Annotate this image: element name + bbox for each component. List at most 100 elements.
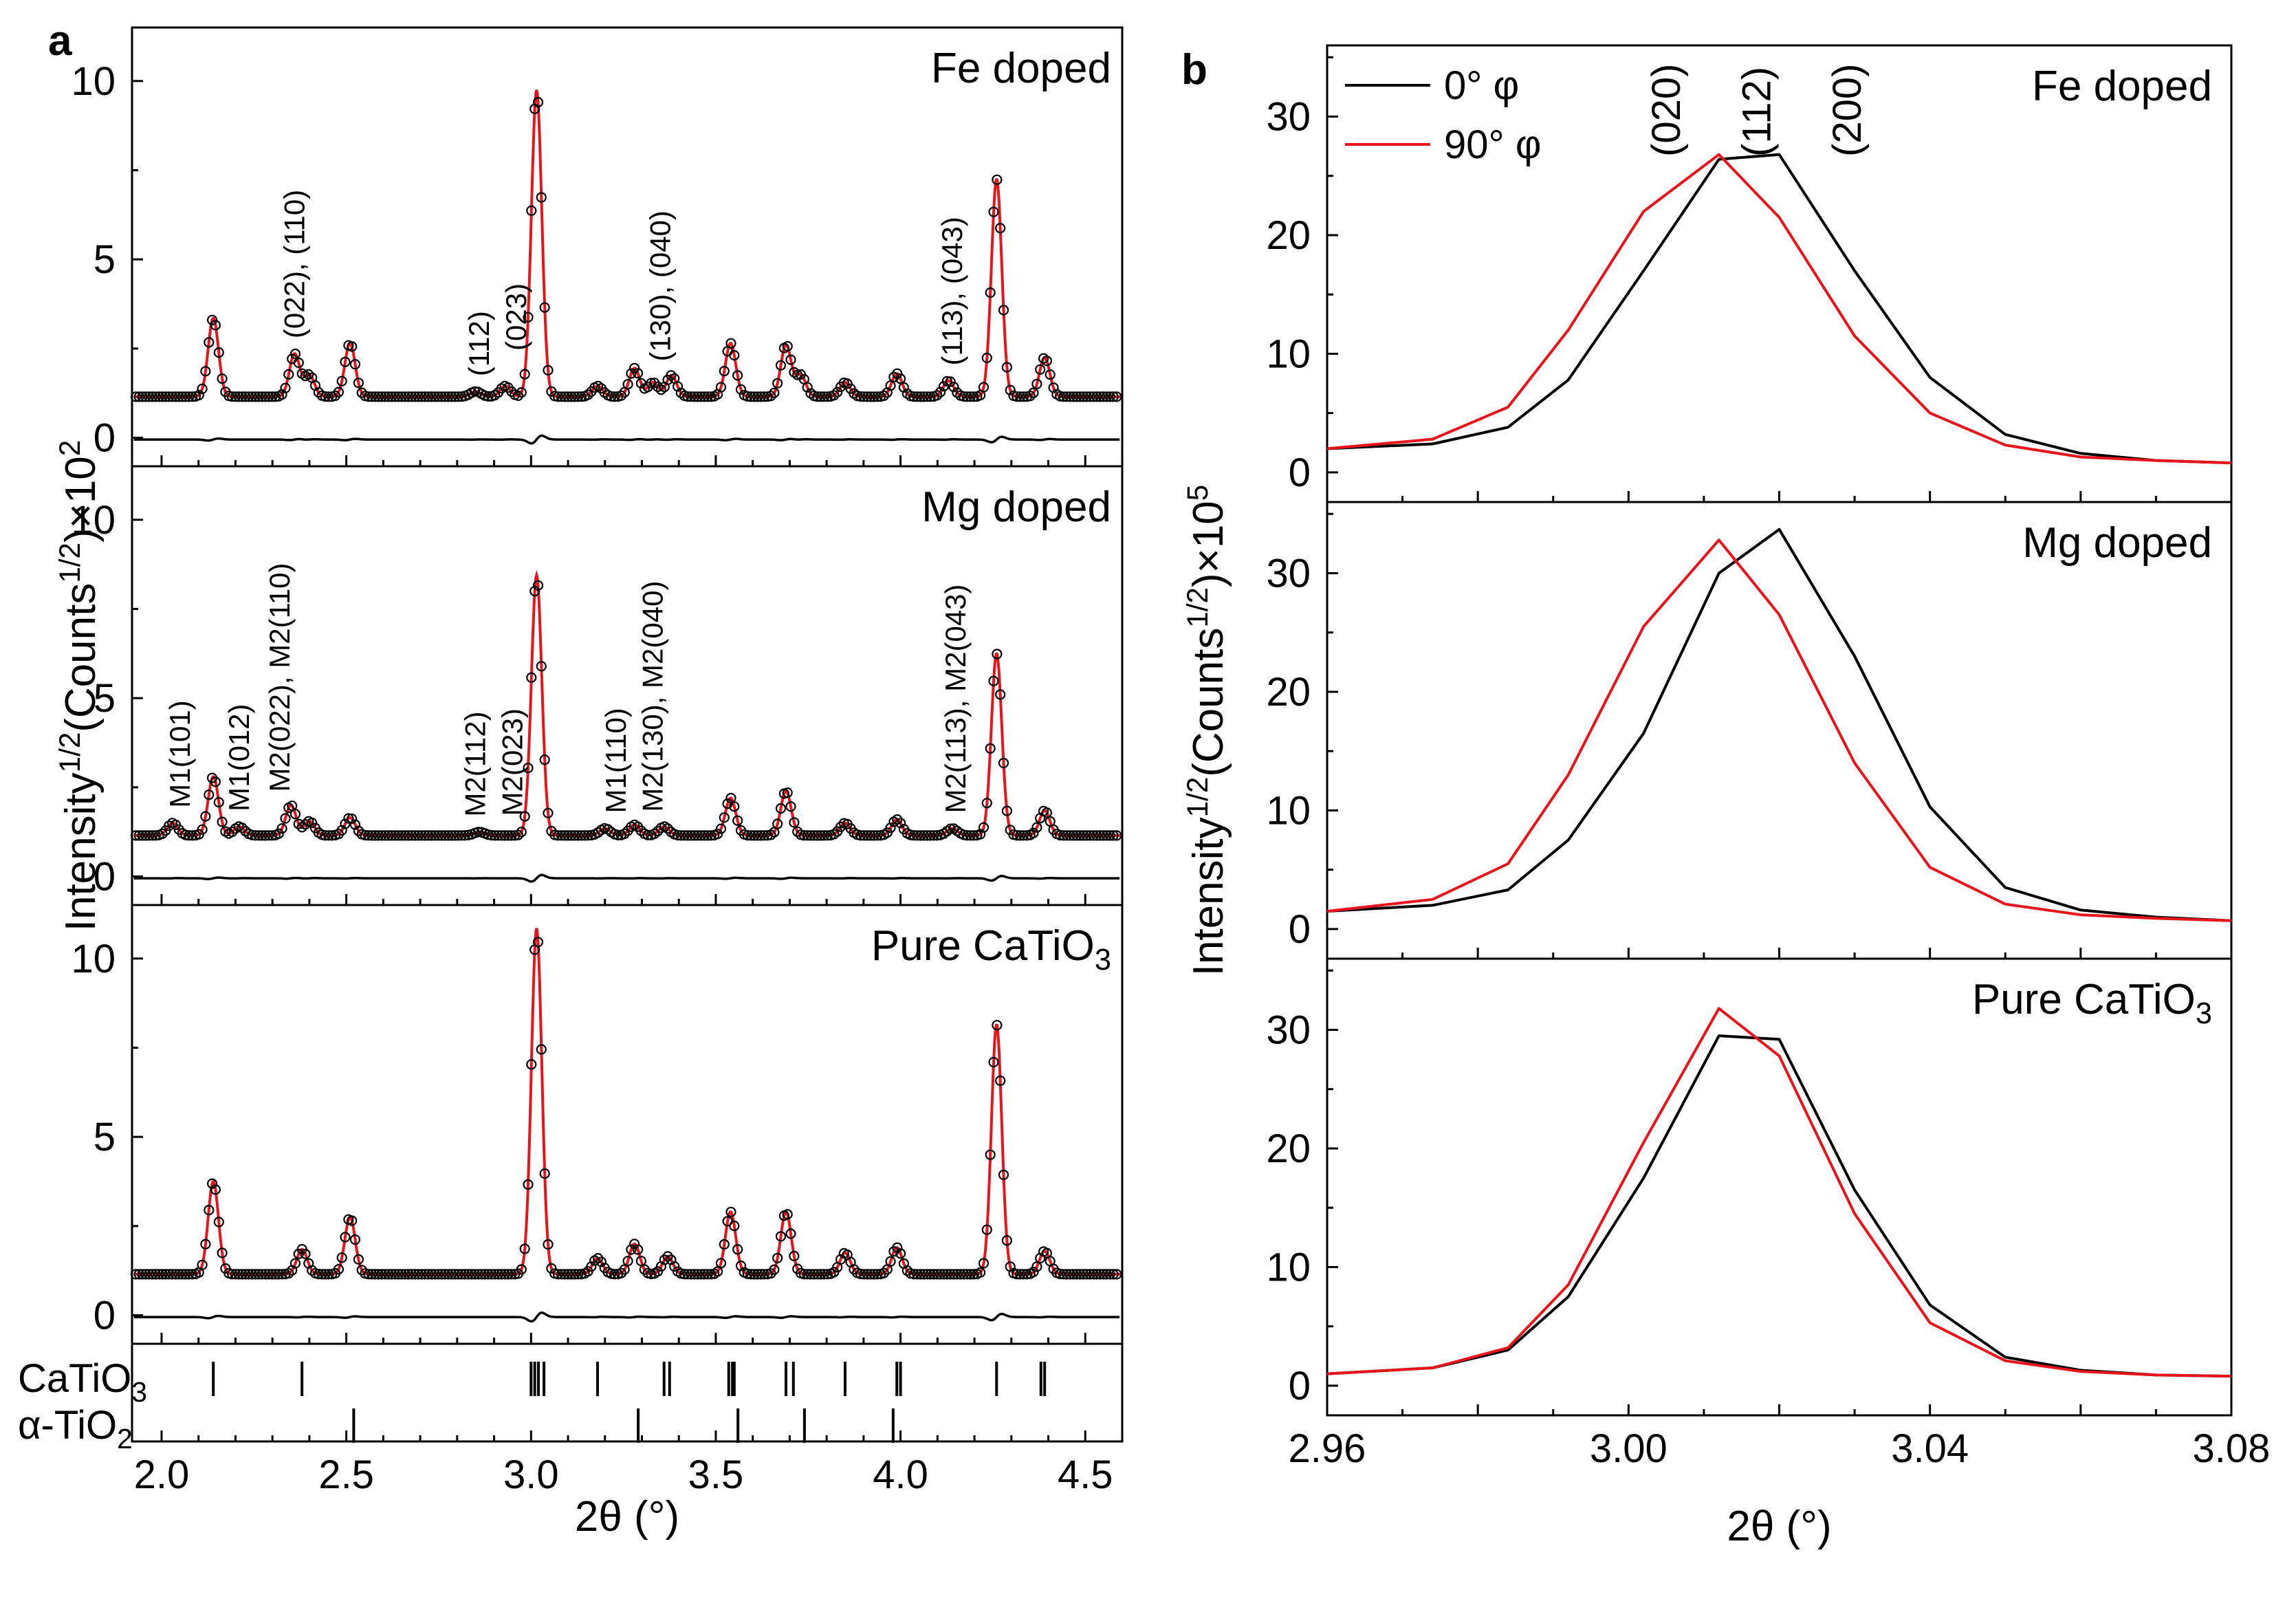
observed-point: [1078, 830, 1089, 841]
series-line-black: [1326, 527, 2232, 922]
observed-point: [706, 391, 717, 402]
observed-point: [1075, 1269, 1086, 1280]
observed-point: [1055, 1268, 1066, 1280]
observed-point: [1108, 830, 1119, 841]
observed-point: [293, 818, 304, 829]
observed-point: [725, 338, 736, 349]
observed-point: [888, 371, 899, 382]
peak-annotation: (022), (110): [278, 190, 310, 338]
observed-point: [439, 391, 450, 402]
observed-point: [1097, 830, 1109, 841]
observed-point: [523, 762, 534, 774]
observed-point: [456, 1269, 467, 1280]
peak-annotation: (023): [500, 283, 532, 351]
peak-annotation: M1(012): [223, 704, 255, 811]
observed-point: [380, 1269, 391, 1280]
x-tick-label: 3.04: [1891, 1426, 1969, 1471]
observed-point: [367, 1269, 378, 1280]
peak-label: (112): [1735, 67, 1780, 157]
observed-point: [921, 830, 932, 841]
observed-point: [719, 812, 730, 823]
observed-point: [699, 391, 710, 402]
observed-point: [802, 830, 813, 841]
observed-point: [772, 818, 783, 829]
observed-point: [802, 382, 813, 393]
observed-point: [300, 1248, 311, 1259]
observed-point: [400, 391, 411, 402]
observed-point: [512, 390, 524, 402]
observed-point: [210, 320, 221, 331]
observed-point: [247, 1269, 258, 1280]
observed-point: [758, 1269, 769, 1280]
observed-point: [133, 830, 144, 841]
observed-point: [892, 368, 903, 379]
observed-point: [496, 830, 507, 841]
observed-point: [729, 1220, 740, 1232]
observed-point: [227, 826, 238, 838]
observed-point: [347, 341, 358, 352]
observed-point: [323, 391, 334, 402]
observed-point: [492, 1269, 504, 1280]
observed-point: [479, 1269, 490, 1280]
observed-point: [666, 370, 677, 381]
observed-point: [782, 1209, 793, 1220]
observed-point: [393, 391, 404, 402]
observed-point: [562, 830, 573, 841]
observed-point: [785, 1228, 796, 1239]
observed-point: [858, 391, 870, 402]
observed-point: [1005, 384, 1016, 395]
observed-point: [303, 369, 314, 380]
observed-point: [180, 829, 191, 840]
observed-point: [419, 830, 430, 841]
x-axis-label: 2θ (°): [1727, 1503, 1831, 1550]
observed-point: [516, 1264, 527, 1275]
observed-point: [296, 822, 307, 833]
observed-point: [1081, 830, 1093, 841]
observed-point: [253, 1269, 264, 1280]
observed-point: [1028, 387, 1039, 398]
y-tick-label: 10: [1266, 788, 1311, 833]
subplot-title: Mg doped: [2022, 519, 2212, 567]
observed-point: [472, 1269, 484, 1280]
observed-point: [400, 1269, 411, 1280]
observed-point: [742, 1268, 753, 1280]
observed-point: [998, 305, 1009, 316]
observed-point: [1078, 391, 1089, 402]
observed-point: [908, 391, 919, 402]
x-tick-label: 2.5: [318, 1452, 374, 1497]
observed-point: [217, 1248, 228, 1259]
observed-point: [204, 1204, 215, 1216]
observed-point: [885, 823, 896, 834]
observed-point: [1061, 391, 1073, 402]
observed-point: [413, 1269, 424, 1280]
observed-point: [702, 391, 713, 402]
observed-point: [905, 829, 916, 840]
observed-point: [204, 337, 215, 348]
observed-point: [765, 391, 776, 402]
observed-point: [961, 1269, 972, 1280]
subplot-title: Mg doped: [921, 483, 1111, 531]
observed-point: [423, 391, 434, 402]
observed-point: [789, 1250, 800, 1262]
subplot-title: Pure CaTiO3: [871, 922, 1111, 977]
observed-point: [247, 391, 258, 402]
observed-point: [532, 97, 544, 108]
peak-annotation: M2(112): [459, 711, 492, 816]
observed-point: [686, 391, 697, 402]
observed-point: [492, 830, 504, 841]
observed-point: [253, 391, 264, 402]
observed-point: [1084, 830, 1095, 841]
difference-line: [133, 873, 1120, 883]
observed-point: [775, 803, 787, 814]
observed-point: [436, 1269, 447, 1280]
observed-point: [446, 391, 457, 402]
observed-point: [702, 1269, 713, 1280]
observed-point: [213, 796, 224, 808]
observed-point: [187, 391, 198, 402]
observed-point: [173, 391, 184, 402]
observed-point: [815, 1269, 827, 1280]
observed-point: [619, 828, 630, 840]
observed-point: [150, 1269, 161, 1280]
observed-point: [153, 1269, 164, 1280]
observed-point: [729, 801, 740, 812]
